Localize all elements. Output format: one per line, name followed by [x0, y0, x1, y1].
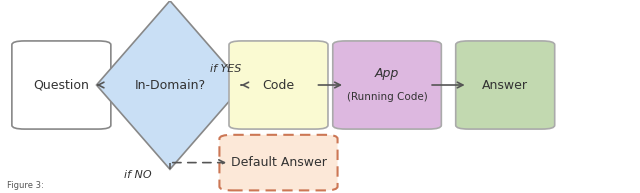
FancyBboxPatch shape [333, 41, 442, 129]
Text: App: App [375, 67, 399, 80]
Text: Figure 3:: Figure 3: [7, 181, 44, 190]
Text: Question: Question [33, 79, 90, 91]
Text: if YES: if YES [210, 63, 241, 74]
Text: In-Domain?: In-Domain? [134, 79, 205, 91]
FancyBboxPatch shape [456, 41, 555, 129]
Text: Default Answer: Default Answer [230, 156, 326, 169]
Text: (Running Code): (Running Code) [347, 91, 428, 102]
Text: if NO: if NO [124, 170, 152, 180]
Polygon shape [97, 1, 243, 169]
FancyBboxPatch shape [229, 41, 328, 129]
Text: Code: Code [262, 79, 294, 91]
FancyBboxPatch shape [220, 135, 337, 190]
FancyBboxPatch shape [12, 41, 111, 129]
Text: Answer: Answer [482, 79, 528, 91]
